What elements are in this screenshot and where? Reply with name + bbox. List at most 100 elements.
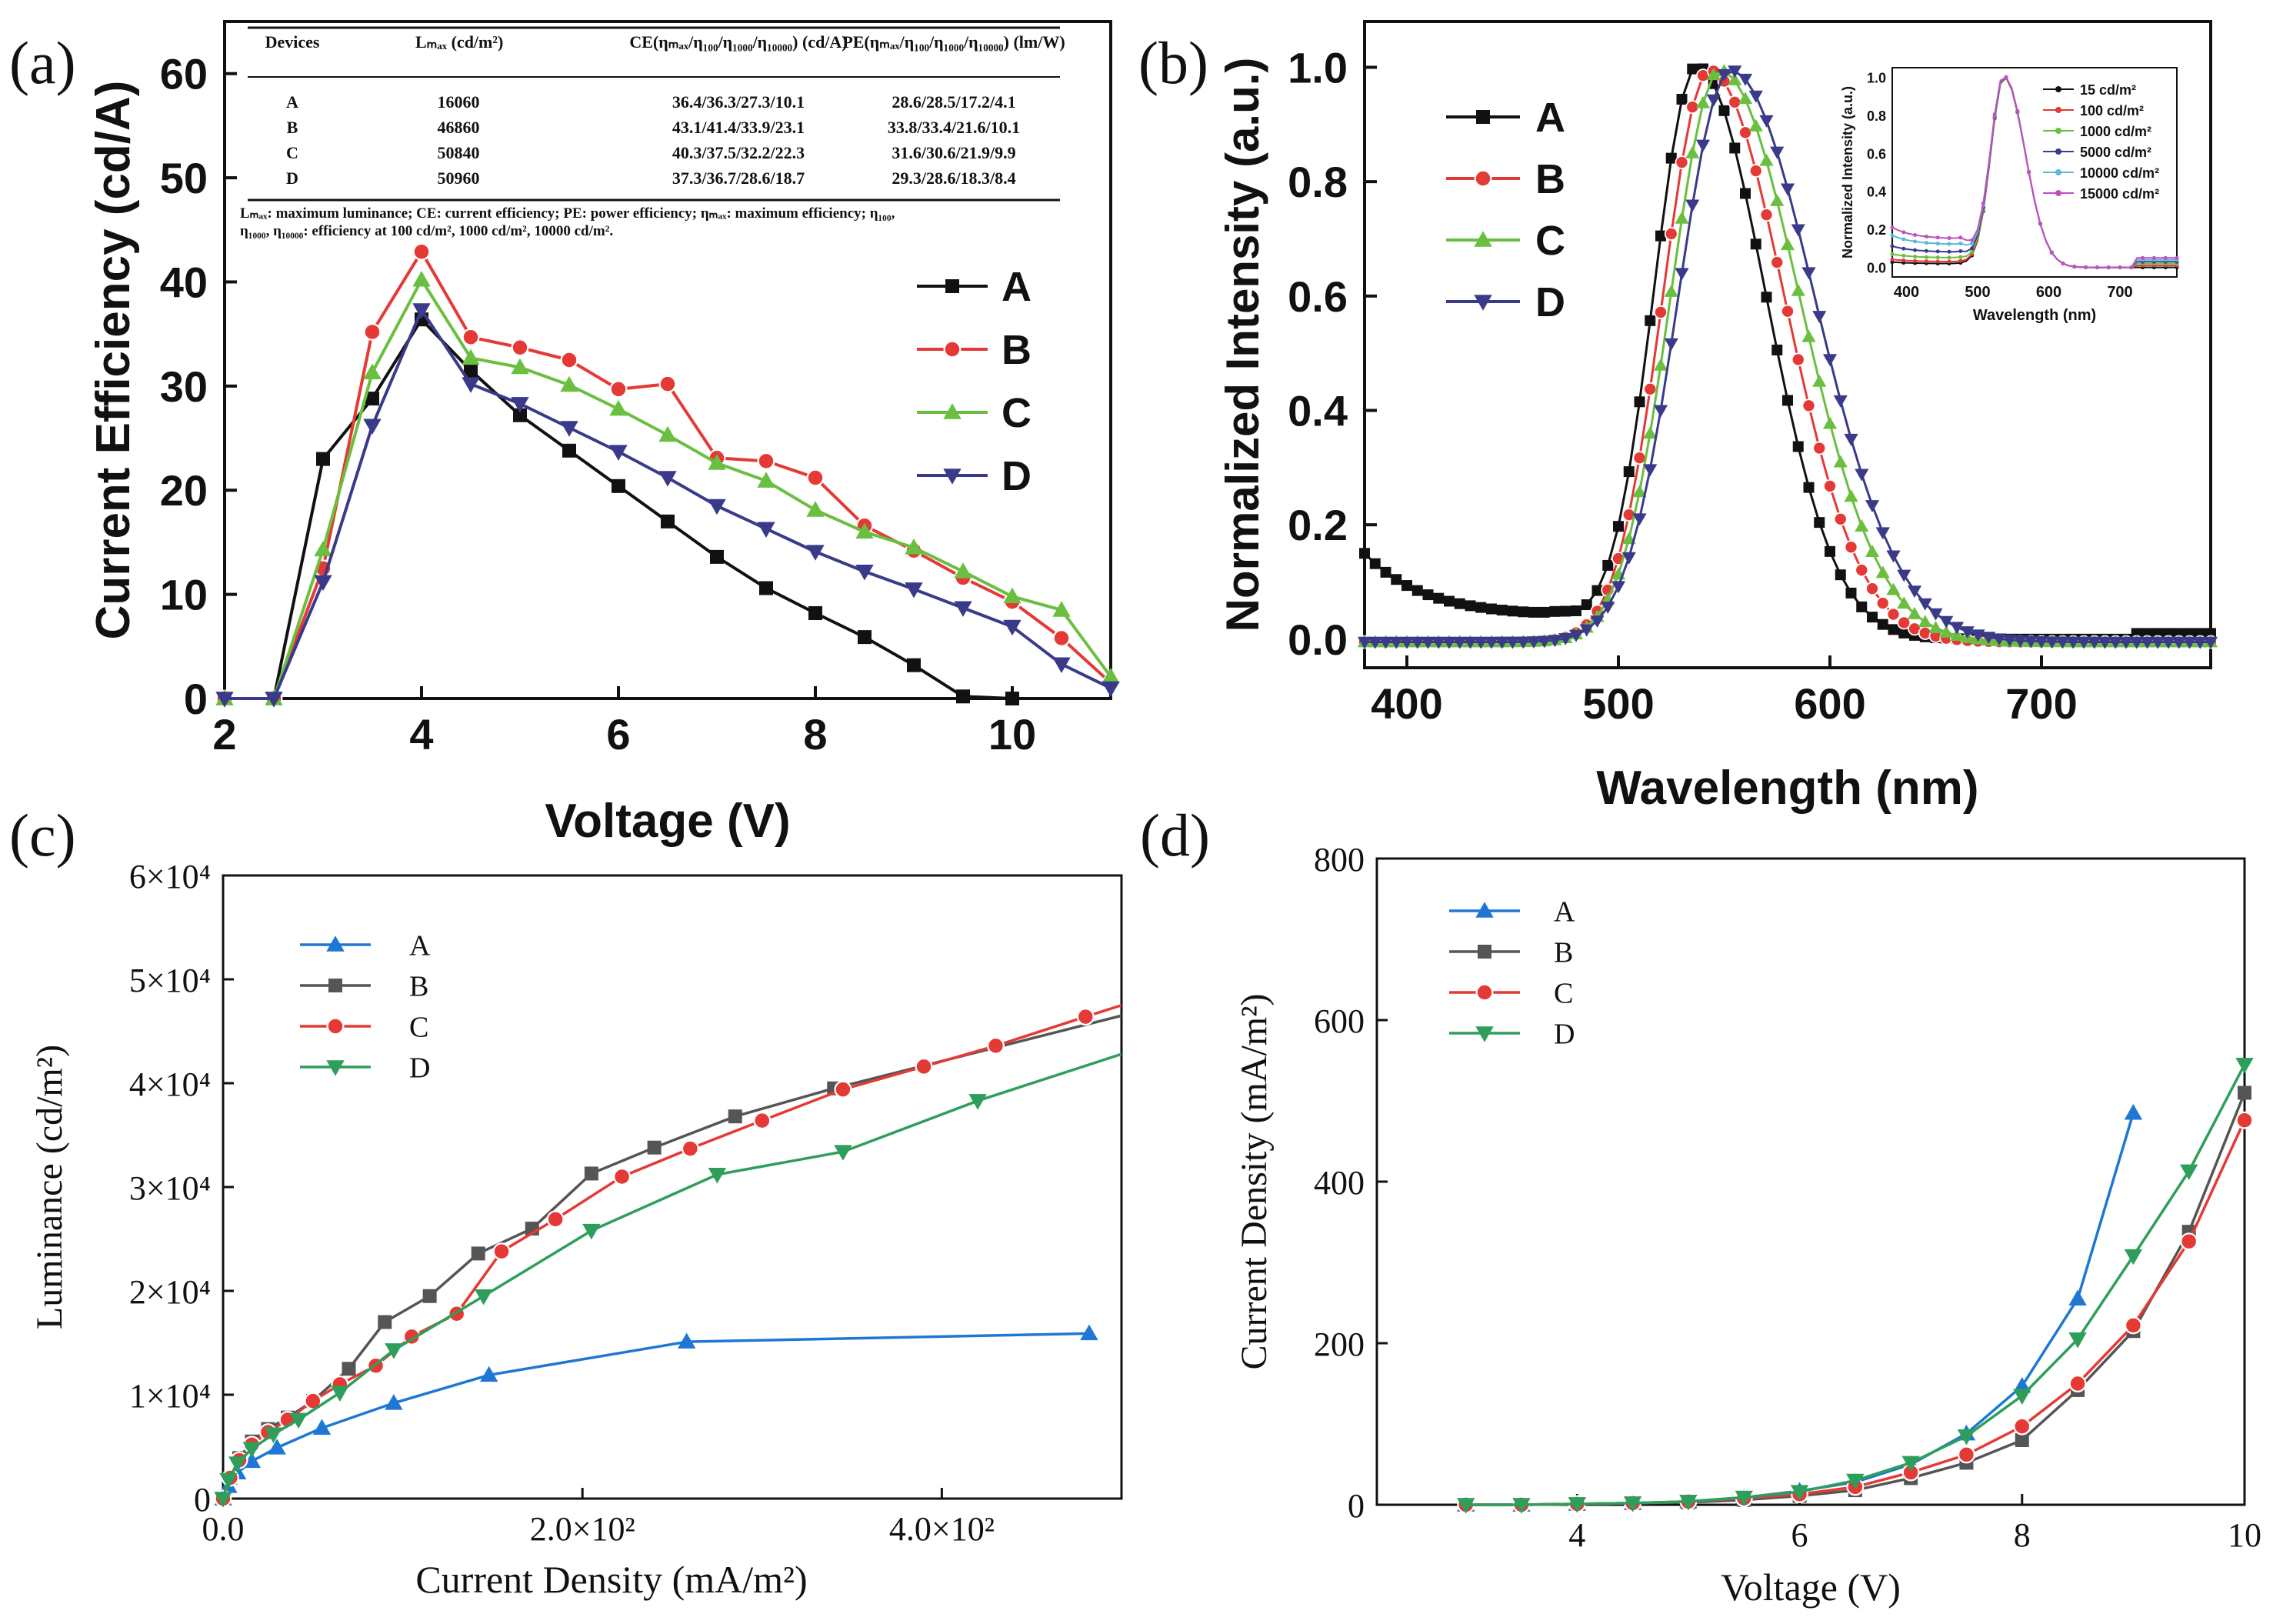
data-point-D [214,1492,232,1508]
data-point-A [242,1452,262,1469]
plot-frame [223,20,1112,700]
data-point-C [1653,358,1668,371]
data-point-D [905,582,923,599]
data-point-A [1518,606,1529,618]
legend-label: B [1002,327,1032,373]
x-tick-label: 4 [409,710,433,759]
table-cell: 28.6/28.5/17.2/4.1 [892,92,1015,112]
data-point-A [1411,585,1423,596]
table-header: CE(ηₘₐₓ/η₁₀₀/η₁₀₀₀/η₁₀₀₀₀) (cd/A) [629,32,847,52]
data-point-D [1568,629,1584,642]
data-point-D [475,1289,493,1306]
x-tick-label: 700 [2005,679,2077,728]
legend-label: C [409,1011,428,1043]
x-tick-label: 2.0×10² [530,1510,635,1548]
data-point-B [1643,382,1658,396]
inset-legend-marker [2055,128,2061,134]
inset-x-axis-title: Wavelength (nm) [1973,307,2096,324]
x-axis-title: Voltage (V) [545,795,790,848]
data-point-A [1422,589,1434,601]
data-point-A [1655,230,1666,242]
data-point-D [1378,636,1393,649]
data-point-D [2151,636,2165,649]
data-point-B [342,1362,356,1376]
data-point-B [1812,441,1827,455]
legend-marker [328,979,342,992]
legend-marker [1478,945,1491,959]
data-point-D [1558,632,1573,645]
table-cell: 33.8/33.4/21.6/10.1 [888,118,1020,137]
inset-data-point [1947,249,1951,254]
legend-marker [943,403,962,419]
inset-y-axis-title: Normalized Intensity (a.u.) [1840,86,1855,258]
data-point-C [613,1168,632,1185]
panel-label: (c) [9,802,76,869]
inset-data-point [1913,258,1918,263]
data-point-A [1080,1324,1098,1341]
y-tick-label: 50 [160,154,208,202]
data-point-C [834,1080,852,1099]
data-point-D [2024,635,2038,649]
data-point-D [1568,1497,1587,1513]
data-point-D [1526,636,1541,649]
data-point-D [1706,94,1721,107]
data-point-A [1814,517,1825,529]
inset-data-point [1947,235,1951,240]
y-tick-label: 800 [1314,841,1365,879]
data-point-D [1928,608,1943,621]
data-point-A [1496,605,1508,616]
y-tick-label: 0.2 [1288,501,1348,549]
inset-data-point [1935,249,1940,254]
x-axis-title: Wavelength (nm) [1596,762,1978,815]
data-point-D [1738,73,1753,86]
data-point-B [378,1315,392,1329]
data-point-B [1855,563,1869,578]
data-point-A [1475,602,1487,613]
inset-data-point [1913,248,1918,252]
data-point-D [1368,636,1382,649]
y-axis-title: Luminance (cd/m²) [29,1045,70,1329]
data-point-D [1801,267,1816,280]
data-point-D [1601,602,1615,615]
data-point-C [1918,615,1932,628]
data-point-D [1590,615,1605,629]
data-point-A [956,689,970,704]
x-tick-label: 2 [212,710,236,759]
data-point-C [2068,1375,2087,1392]
data-point-D [1537,635,1551,649]
inset-legend-marker [2055,86,2061,92]
data-point-D [511,397,529,413]
inset-data-point [1890,260,1895,265]
data-point-C [1770,194,1785,206]
inset-data-point [1970,246,1975,251]
data-point-C [1738,92,1753,105]
table-header: Lₘₐₓ (cd/m²) [415,32,503,52]
inset-legend-marker [2055,190,2061,196]
inset-data-point [1913,239,1918,244]
inset-data-point [1935,259,1940,264]
data-point-D [1770,146,1785,159]
legend-marker [1474,295,1492,311]
table-cell: 36.4/36.3/27.3/10.1 [672,92,805,112]
inset-data-point [2141,255,2145,260]
legend-marker [326,1017,345,1035]
data-point-C [757,472,775,488]
data-point-A [612,479,625,493]
data-point-B [1664,227,1678,241]
data-point-B [1801,398,1816,413]
data-point-D [1463,636,1478,649]
data-point-C [1957,1446,1975,1464]
data-point-A [1359,548,1370,559]
y-tick-label: 0.8 [1288,158,1348,206]
legend-marker [1476,110,1490,124]
data-point-D [2179,1164,2198,1181]
data-point-D [385,1343,403,1359]
data-point-D [2140,636,2155,649]
data-point-B [422,1289,437,1303]
data-point-A [1750,238,1761,250]
legend-marker [943,340,962,358]
inset-data-point [2027,169,2031,174]
data-point-D [215,692,234,708]
data-point-D [1389,636,1404,649]
data-point-C [1664,285,1678,297]
